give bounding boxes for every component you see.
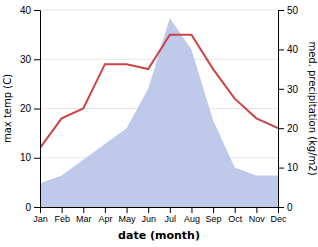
tick: May [119,207,137,224]
tick: Jan [33,207,48,224]
tick-label: Nov [249,214,266,224]
tick-label: Feb [54,214,70,224]
tick-label: 20 [20,103,32,114]
tick-label: Aug [184,214,200,224]
tick-label: 20 [287,123,299,134]
tick-label: 10 [287,162,299,173]
tick-label: 30 [287,84,299,95]
tick-mark [34,59,40,60]
tick-mark [278,49,284,50]
tick-label: 40 [20,5,32,16]
tick-label: Mar [76,214,92,224]
tick: 10 [20,152,40,163]
tick-label: 0 [25,202,31,213]
y-axis: 0 10 20 30 40 [20,5,41,213]
tick: Feb [54,207,70,224]
tick-mark [213,207,214,213]
y2-axis: 0 10 20 30 40 50 [278,5,299,213]
tick-label: 50 [287,5,299,16]
tick-mark [127,207,128,213]
tick-label: May [119,214,137,224]
y2-axis-title: med. precipitation (kg/m2) [307,41,318,175]
tick: Nov [249,207,266,224]
tick-mark [148,207,149,213]
grid [40,10,278,207]
tick: 20 [278,123,299,134]
tick-mark [278,128,284,129]
tick-mark [278,207,284,208]
tick-mark [278,168,284,169]
tick-mark [235,207,236,213]
tick: 0 [278,202,293,213]
tick: 10 [278,162,299,173]
tick-label: Sep [206,214,222,224]
tick: 20 [20,103,40,114]
tick: Aug [184,207,200,224]
tick-label: 10 [20,152,32,163]
tick-label: Apr [98,214,112,224]
tick: Oct [228,207,243,224]
tick-mark [105,207,106,213]
tick: Sep [206,207,222,224]
x-axis-title: date (month) [118,229,200,242]
tick: 40 [20,5,40,16]
grid-line [40,10,278,11]
tick: 0 [25,202,40,213]
tick-label: Jul [165,214,177,224]
tick: 30 [20,54,40,65]
tick-mark [191,207,192,213]
axis-line [41,208,279,214]
tick: Jun [141,207,156,224]
marks [40,18,278,207]
axis-line [279,11,285,208]
tick-mark [34,207,40,208]
tick-mark [34,10,40,11]
tick-mark [278,10,284,11]
tick-label: Jun [141,214,156,224]
tick: 30 [278,84,299,95]
tick-mark [62,207,63,213]
tick-mark [278,89,284,90]
y-axis-title: max temp (C) [2,74,13,143]
tick-mark [256,207,257,213]
tick-mark [170,207,171,213]
line [40,35,278,148]
tick-mark [83,207,84,213]
tick-label: Jan [33,214,48,224]
plot: JanFebMarAprMayJunJulAugSepOctNovDec0102… [20,5,299,225]
tick-label: Oct [228,214,243,224]
area [40,18,278,207]
tick: Jul [165,207,177,224]
tick: 50 [278,5,299,16]
axis-line [34,11,41,208]
tick-mark [34,109,40,110]
tick-label: 30 [20,54,32,65]
tick: 40 [278,44,299,55]
tick: Mar [76,207,92,224]
chart: JanFebMarAprMayJunJulAugSepOctNovDec0102… [0,0,318,247]
tick-label: Dec [270,214,287,224]
tick: Apr [98,207,112,224]
tick: Dec [270,207,287,224]
tick-label: 0 [287,202,293,213]
tick-label: 40 [287,44,299,55]
tick-mark [34,158,40,159]
x-axis: Jan Feb Mar Apr May Jun Jul Aug Sep Oct Nov Dec [33,207,287,224]
